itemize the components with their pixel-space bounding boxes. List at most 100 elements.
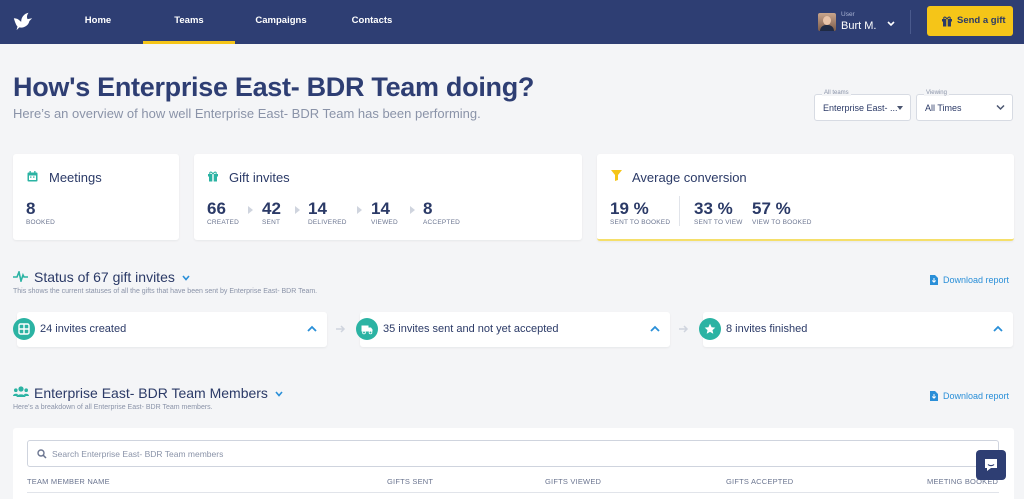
status-card-sent[interactable]: 35 invites sent and not yet accepted (356, 312, 670, 347)
members-download-link[interactable]: Download report (930, 391, 1010, 401)
column-header-name[interactable]: TEAM MEMBER NAME (27, 477, 110, 486)
invites-accepted-label: ACCEPTED (423, 219, 460, 226)
chat-icon (985, 459, 997, 471)
arrow-right-icon (410, 206, 415, 214)
invites-viewed-label: VIEWED (371, 219, 398, 226)
page-title: How's Enterprise East- BDR Team doing? (13, 72, 535, 102)
chevron-down-icon[interactable] (275, 391, 283, 397)
calendar-icon (27, 171, 38, 182)
status-icon-sent (356, 318, 378, 340)
team-select[interactable]: All teams Enterprise East- ... (814, 90, 911, 121)
nav-home[interactable]: Home (84, 15, 112, 26)
members-description: Here's a breakdown of all Enterprise Eas… (13, 404, 213, 411)
members-title-text: Enterprise East- BDR Team Members (34, 385, 268, 401)
status-download-label: Download report (943, 275, 1010, 285)
sent-to-booked-value: 19 % (610, 199, 649, 218)
invites-viewed-value: 14 (371, 199, 390, 218)
table-header-divider (27, 492, 999, 493)
download-icon (930, 275, 938, 285)
status-title-text: Status of 67 gift invites (34, 269, 175, 285)
members-download-label: Download report (943, 391, 1010, 401)
nav-contacts[interactable]: Contacts (351, 15, 393, 26)
gift-invites-title: Gift invites (229, 170, 290, 185)
viewing-select-caption: Viewing (924, 90, 949, 96)
arrow-right-icon (336, 325, 346, 333)
invites-created-value: 66 (207, 199, 226, 218)
meetings-title: Meetings (49, 170, 102, 185)
avatar[interactable] (818, 13, 836, 31)
nav-campaigns[interactable]: Campaigns (255, 15, 307, 26)
sent-to-booked-label: SENT TO BOOKED (610, 219, 671, 226)
invites-sent-label: SENT (262, 219, 281, 226)
status-finished-text: 8 invites finished (726, 323, 808, 335)
gift-icon (208, 171, 218, 182)
invites-delivered-label: DELIVERED (308, 219, 347, 226)
meetings-card: Meetings 8 BOOKED (13, 154, 179, 240)
invites-accepted-value: 8 (423, 199, 433, 218)
star-icon (704, 323, 716, 334)
send-gift-button[interactable]: Send a gift (927, 6, 1013, 36)
funnel-icon (611, 170, 622, 181)
top-nav: Home Teams Campaigns Contacts User Burt … (0, 0, 1024, 44)
users-icon (13, 386, 29, 397)
arrow-right-icon (357, 206, 362, 214)
chevron-up-icon[interactable] (993, 325, 1003, 332)
activity-icon (13, 271, 28, 282)
column-header-gifts-sent[interactable]: GIFTS SENT (387, 477, 434, 486)
invites-created-label: CREATED (207, 219, 239, 226)
meetings-value: 8 (26, 199, 36, 218)
chevron-down-icon[interactable] (182, 275, 190, 281)
status-download-link[interactable]: Download report (930, 275, 1010, 285)
viewing-select-value: All Times (925, 103, 962, 113)
team-select-value: Enterprise East- ... (823, 103, 898, 113)
view-to-booked-value: 57 % (752, 199, 791, 218)
sent-to-view-value: 33 % (694, 199, 733, 218)
search-icon (37, 449, 47, 459)
page-subtitle: Here’s an overview of how well Enterpris… (13, 106, 481, 121)
invites-delivered-value: 14 (308, 199, 327, 218)
team-select-caption: All teams (822, 90, 851, 96)
conversion-card: Average conversion 19 % SENT TO BOOKED 3… (597, 154, 1014, 241)
status-card-created[interactable]: 24 invites created (13, 312, 327, 347)
status-created-text: 24 invites created (40, 323, 127, 335)
stat-divider (679, 196, 680, 226)
send-gift-label: Send a gift (957, 15, 1006, 26)
viewing-select[interactable]: Viewing All Times (916, 90, 1013, 121)
chevron-up-icon[interactable] (307, 325, 317, 332)
bird-logo-icon[interactable] (12, 10, 34, 32)
arrow-right-icon (295, 206, 300, 214)
members-title[interactable]: Enterprise East- BDR Team Members (34, 385, 283, 401)
search-box[interactable] (27, 440, 999, 467)
truck-icon (361, 325, 373, 335)
status-card-finished[interactable]: 8 invites finished (699, 312, 1013, 347)
status-icon-created (13, 318, 35, 340)
column-header-gifts-viewed[interactable]: GIFTS VIEWED (545, 477, 602, 486)
gift-icon (942, 16, 952, 27)
nav-teams[interactable]: Teams (143, 0, 235, 44)
chevron-up-icon[interactable] (650, 325, 660, 332)
chevron-down-icon[interactable] (886, 19, 896, 29)
status-icon-finished (699, 318, 721, 340)
download-icon (930, 391, 938, 401)
caret-down-icon (897, 106, 903, 110)
status-description: This shows the current statuses of all t… (13, 288, 318, 295)
sent-to-view-label: SENT TO VIEW (694, 219, 743, 226)
column-header-meeting-booked[interactable]: MEETING BOOKED (927, 477, 999, 486)
user-caption: User (841, 11, 855, 18)
arrow-right-icon (679, 325, 689, 333)
invites-sent-value: 42 (262, 199, 281, 218)
meetings-label: BOOKED (26, 219, 56, 226)
members-table-card: TEAM MEMBER NAME GIFTS SENT GIFTS VIEWED… (13, 428, 1014, 499)
status-title[interactable]: Status of 67 gift invites (34, 269, 190, 285)
conversion-title: Average conversion (632, 170, 747, 185)
gift-invites-card: Gift invites 66 CREATED 42 SENT 14 DELIV… (194, 154, 582, 240)
search-input[interactable] (52, 447, 952, 461)
column-header-gifts-accepted[interactable]: GIFTS ACCEPTED (726, 477, 794, 486)
arrow-right-icon (248, 206, 253, 214)
gift-box-icon (18, 323, 30, 335)
status-sent-text: 35 invites sent and not yet accepted (383, 323, 559, 335)
nav-divider (910, 10, 911, 34)
chevron-down-icon (996, 104, 1005, 111)
user-name[interactable]: Burt M. (841, 20, 877, 32)
chat-button[interactable] (976, 450, 1006, 480)
